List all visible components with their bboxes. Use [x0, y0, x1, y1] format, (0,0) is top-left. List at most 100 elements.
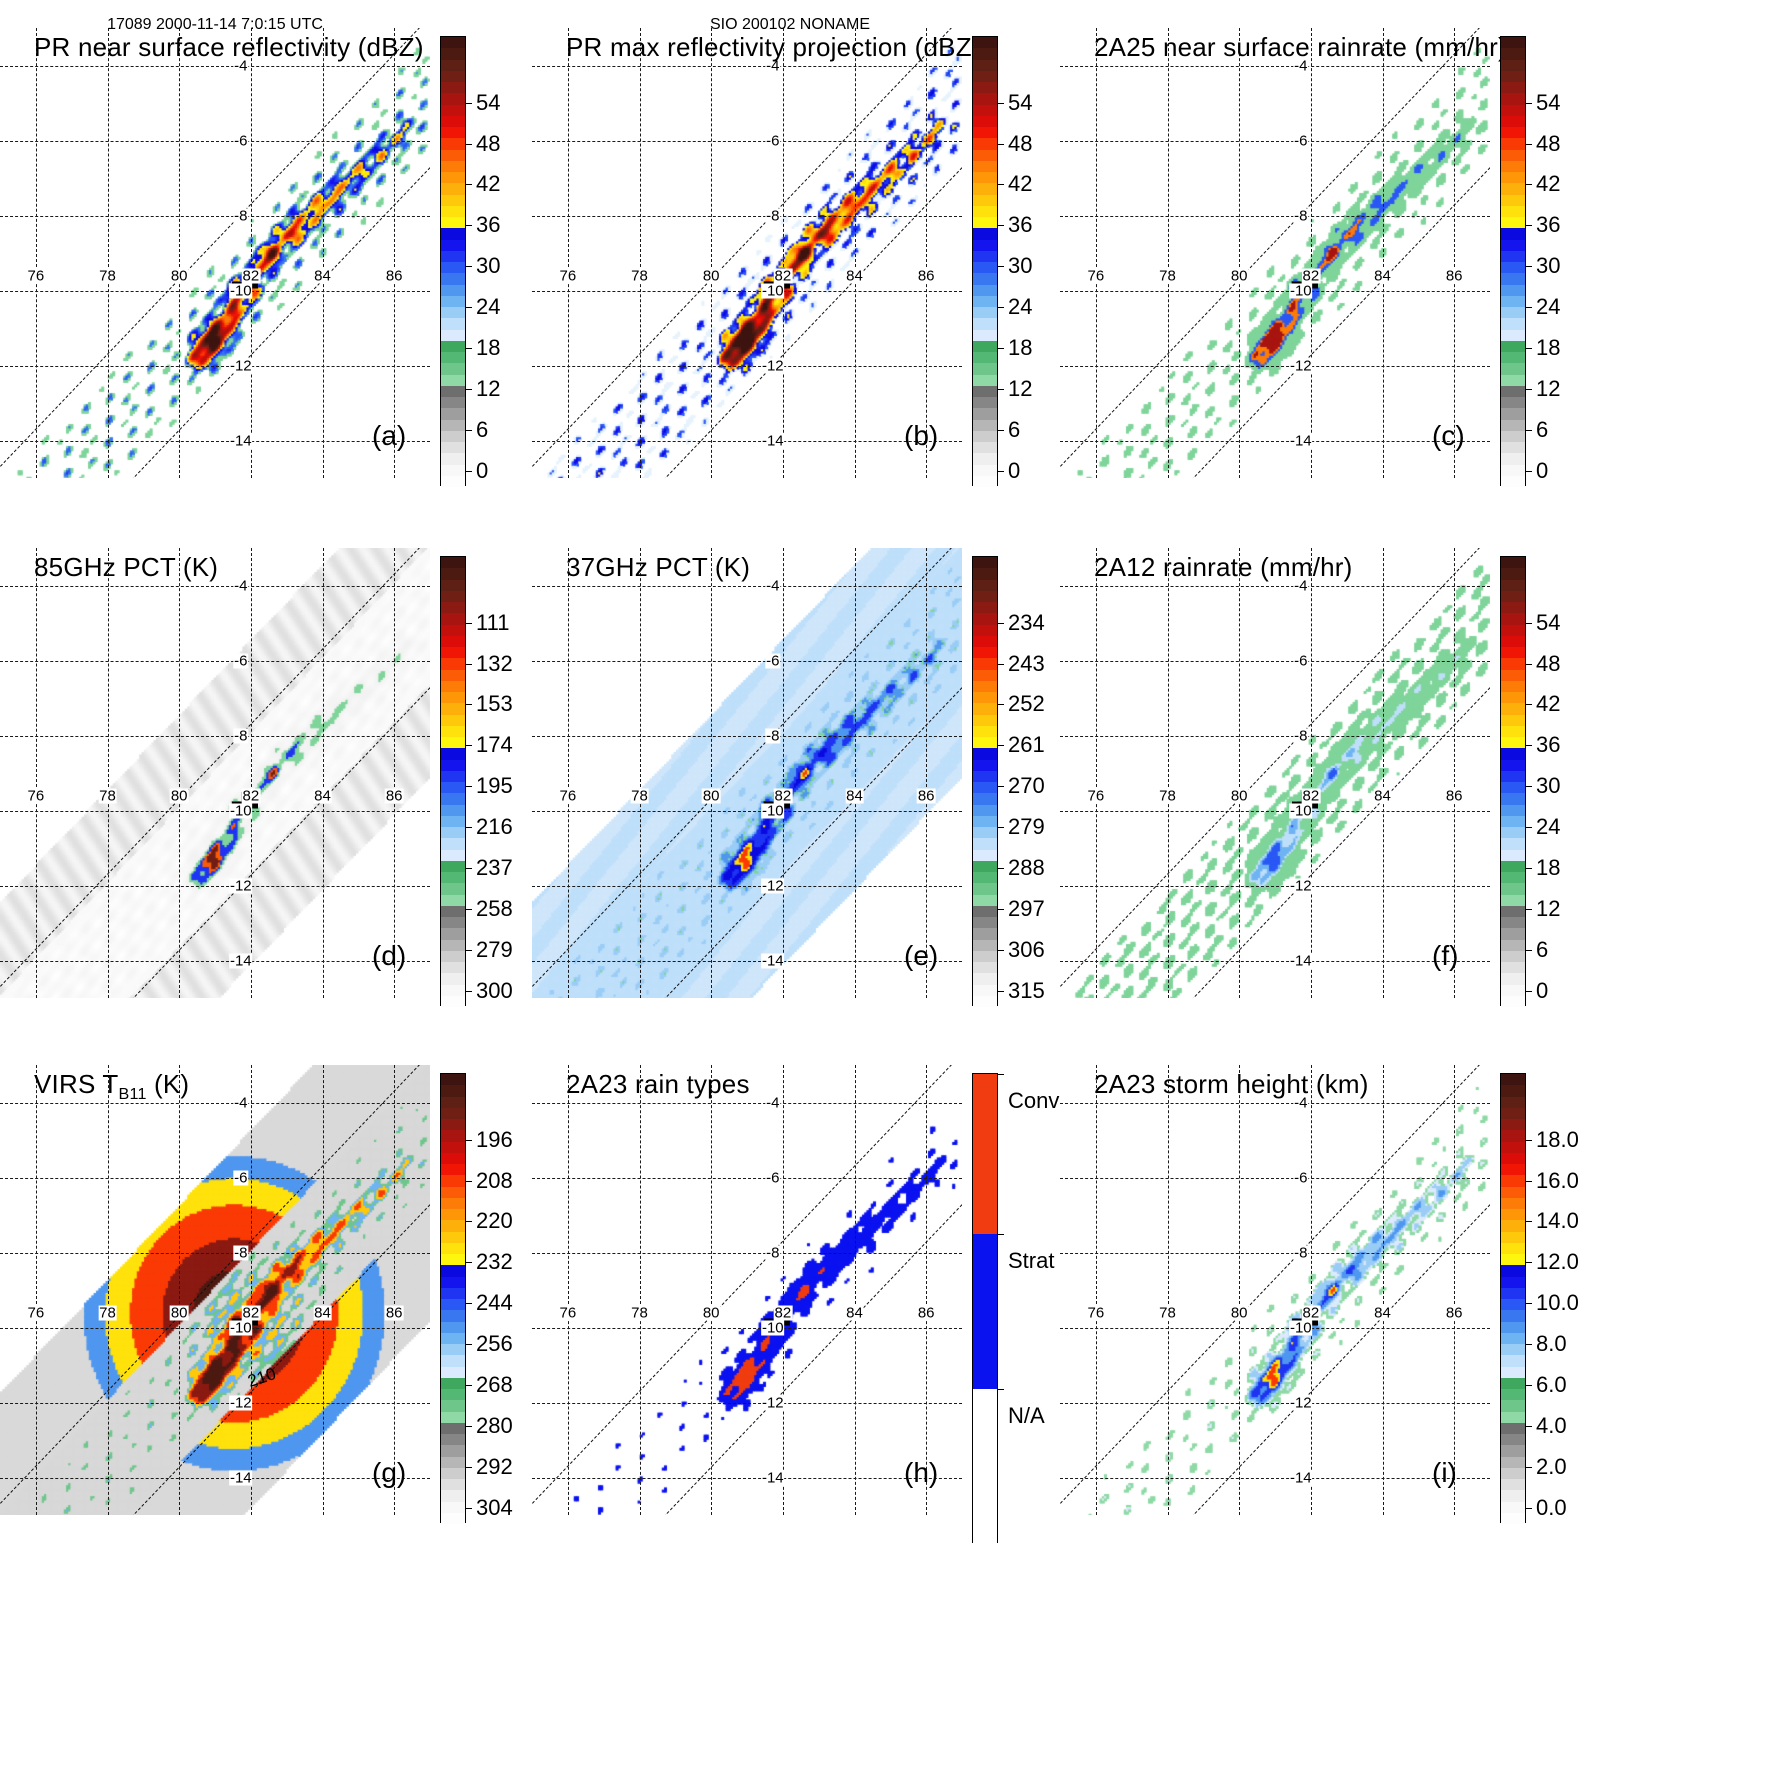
lat-tick-label: -8 — [1293, 727, 1309, 744]
colorbar-segment — [441, 1175, 465, 1187]
gridline-lat — [1060, 660, 1490, 662]
colorbar-tick — [465, 1303, 472, 1305]
colorbar-segment — [441, 804, 465, 816]
colorbar-segment — [1501, 872, 1525, 884]
panel-title-main: PR near surface reflectivity (dBZ) — [34, 32, 424, 62]
lon-tick-label: 86 — [1444, 1304, 1464, 1322]
colorbar-label: 12 — [1008, 376, 1033, 402]
colorbar-segment — [973, 262, 997, 274]
lat-tick-label: -14 — [228, 1469, 253, 1486]
gridline-lon — [35, 28, 37, 478]
colorbar-segment — [973, 815, 997, 827]
colorbar-segment — [1501, 48, 1525, 60]
colorbar-segment — [1501, 782, 1525, 794]
gridline-lon — [782, 28, 784, 478]
colorbar-segment — [973, 205, 997, 217]
colorbar-segment — [1501, 194, 1525, 206]
colorbar-segment — [973, 442, 997, 454]
panel-title-tail: (K) — [146, 1069, 190, 1099]
colorbar-segment — [1501, 737, 1525, 749]
gridline-lat — [0, 885, 430, 887]
lat-tick-label: -14 — [228, 952, 253, 969]
colorbar-segment — [1501, 1287, 1525, 1299]
colorbar-segment — [441, 115, 465, 127]
colorbar-segment — [1501, 1096, 1525, 1108]
gridline-lon — [926, 548, 928, 998]
lon-tick-label: 82 — [1301, 787, 1321, 805]
colorbar-tick — [1525, 1385, 1532, 1387]
colorbar-tick — [1525, 470, 1532, 472]
colorbar-tick — [465, 827, 472, 829]
colorbar-segment — [1501, 602, 1525, 614]
colorbar-tick — [1525, 786, 1532, 788]
gridline-lat — [1060, 140, 1490, 142]
colorbar-segment — [1501, 1490, 1525, 1502]
panel-c: 76 78 80 82 84 86 -4 -6 -8 -10 -12 -14 2A25 near sur… — [1052, 28, 1642, 548]
colorbar-label: 4.0 — [1536, 1413, 1567, 1439]
plot-area-d: 76 78 80 82 84 86 -4 -6 -8 -10 -12 -14 — [0, 548, 430, 998]
gridline-lat — [532, 365, 962, 367]
gridline-lat — [1060, 585, 1490, 587]
panel-f: 76 78 80 82 84 86 -4 -6 -8 -10 -12 -14 2A12 rainrate… — [1052, 548, 1642, 1068]
colorbar-segment — [441, 1265, 465, 1277]
colorbar-segment — [441, 557, 465, 569]
colorbar-i: 18.0 16.0 14.0 12.0 10.0 8.0 6.0 4.0 2.0 0.0 — [1500, 1073, 1579, 1524]
colorbar-segment — [1501, 1276, 1525, 1288]
colorbar-segment — [1501, 183, 1525, 195]
colorbar-label: 306 — [1008, 936, 1045, 962]
colorbar-segment — [1501, 430, 1525, 442]
colorbar-segment — [441, 860, 465, 872]
colorbar-tick — [997, 786, 1004, 788]
lat-tick-label: -10 — [760, 802, 785, 819]
colorbar-segment — [441, 1377, 465, 1389]
colorbar-segment — [973, 602, 997, 614]
gridline-lat — [1060, 1102, 1490, 1104]
colorbar-tick — [465, 1385, 472, 1387]
colorbar-segment — [441, 1321, 465, 1333]
lat-tick-label: -6 — [765, 652, 781, 669]
colorbar-segment — [441, 340, 465, 352]
panel-letter-h: (h) — [904, 1457, 939, 1488]
colorbar-segment — [441, 737, 465, 749]
lon-tick-label: 80 — [1229, 267, 1249, 285]
colorbar-segment — [973, 149, 997, 161]
colorbar-segment — [973, 183, 997, 195]
colorbar-segment — [1501, 1332, 1525, 1344]
colorbar-segment — [973, 939, 997, 951]
colorbar-label: 111 — [476, 609, 510, 635]
colorbar-tick — [465, 1139, 472, 1141]
lon-tick-label: 78 — [98, 267, 117, 285]
colorbar-segment — [973, 793, 997, 805]
colorbar-segment — [441, 1164, 465, 1176]
colorbar-tick — [1525, 827, 1532, 829]
colorbar-segment — [441, 93, 465, 105]
gridline-lat — [0, 65, 430, 67]
colorbar-segment — [973, 737, 997, 749]
lat-tick-label: -6 — [1293, 132, 1309, 149]
colorbar-segment — [441, 770, 465, 782]
lon-tick-label: 78 — [630, 787, 649, 805]
lon-tick-label: 78 — [1158, 787, 1177, 805]
colorbar-tick — [1525, 1466, 1532, 1468]
colorbar-segment — [973, 82, 997, 94]
gridline-lat — [1060, 960, 1490, 962]
gridline-lat — [0, 1327, 430, 1329]
colorbar-label: 42 — [1008, 171, 1033, 197]
gridline-lat — [0, 585, 430, 587]
colorbar-segment — [1501, 1175, 1525, 1187]
colorbar-segment — [441, 1310, 465, 1322]
colorbar-label: 18.0 — [1536, 1126, 1579, 1152]
colorbar-tick — [1525, 745, 1532, 747]
colorbar-segment — [1501, 557, 1525, 569]
lon-tick-label: 80 — [701, 787, 721, 805]
colorbar-label: 261 — [1008, 732, 1045, 758]
gridline-lat — [1060, 1327, 1490, 1329]
gridline-lat — [1060, 1477, 1490, 1479]
colorbar-segment — [441, 962, 465, 974]
colorbar-segment — [441, 613, 465, 625]
gridline-lon — [179, 28, 181, 478]
gridline-lat — [532, 585, 962, 587]
colorbar-segment — [1501, 363, 1525, 375]
colorbar-label: 54 — [1536, 89, 1561, 115]
lat-tick-label: -4 — [765, 577, 781, 594]
